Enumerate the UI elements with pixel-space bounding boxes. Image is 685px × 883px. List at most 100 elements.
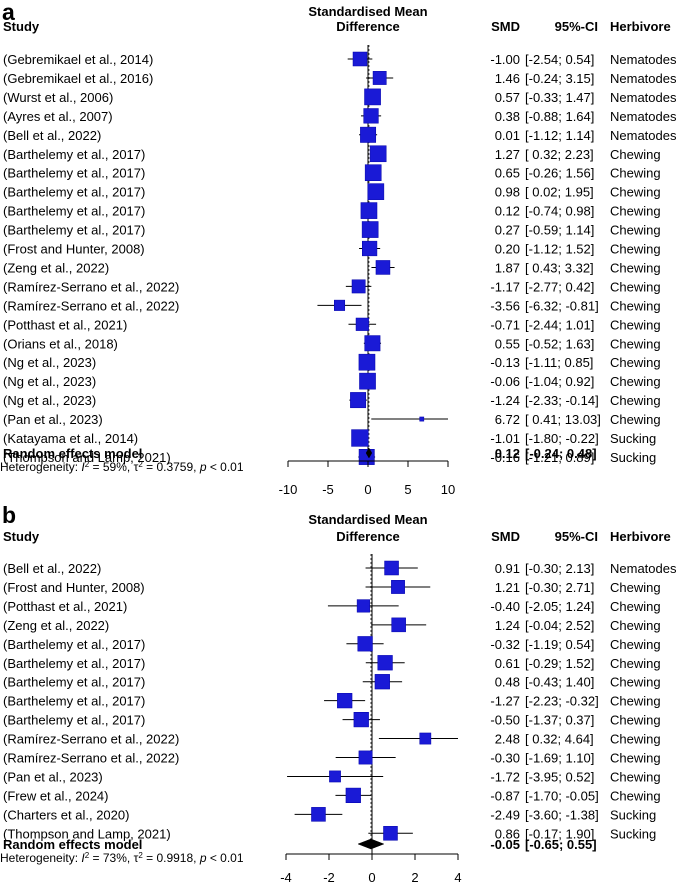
effect-square bbox=[355, 317, 369, 331]
x-tick-label: 2 bbox=[411, 870, 418, 883]
study-row: (Katayama et al., 2014) -1.01 [-1.80; -0.2… bbox=[3, 429, 656, 447]
study-label: (Bell et al., 2022) bbox=[3, 561, 101, 576]
x-tick-label: -2 bbox=[323, 870, 335, 883]
study-row: (Barthelemy et al., 2017) 0.61 [-0.29; 1.5… bbox=[3, 655, 661, 671]
herbivore-value: Chewing bbox=[610, 637, 661, 652]
heterogeneity-part: = 0.9918, bbox=[143, 851, 200, 865]
heterogeneity-part: 2 bbox=[138, 460, 143, 469]
x-tick-label: 5 bbox=[404, 482, 411, 497]
smd-value: 0.86 bbox=[495, 826, 520, 841]
ci-value: [-0.30; 2.13] bbox=[525, 561, 594, 576]
ci-value: [-0.33; 1.47] bbox=[525, 90, 594, 105]
herbivore-value: Sucking bbox=[610, 826, 656, 841]
study-label: (Orians et al., 2018) bbox=[3, 336, 118, 351]
study-label: (Barthelemy et al., 2017) bbox=[3, 656, 145, 671]
study-label: (Ramírez-Serrano et al., 2022) bbox=[3, 732, 179, 747]
heterogeneity-part: Heterogeneity: bbox=[0, 851, 81, 865]
header-ci: 95%-CI bbox=[555, 529, 598, 544]
study-label: (Barthelemy et al., 2017) bbox=[3, 713, 145, 728]
smd-value: 2.48 bbox=[495, 732, 520, 747]
herbivore-value: Chewing bbox=[610, 204, 661, 219]
study-row: (Frew et al., 2024) -0.87 [-1.70; -0.05] Ch… bbox=[3, 787, 661, 803]
effect-square bbox=[334, 299, 346, 311]
effect-square bbox=[357, 636, 373, 652]
ci-value: [-0.43; 1.40] bbox=[525, 675, 594, 690]
study-label: (Ng et al., 2023) bbox=[3, 355, 96, 370]
study-label: (Charters et al., 2020) bbox=[3, 807, 129, 822]
study-row: (Ng et al., 2023) -1.24 [-2.33; -0.14] Chew… bbox=[3, 392, 661, 408]
heterogeneity-part: 2 bbox=[85, 851, 90, 860]
effect-square bbox=[364, 335, 381, 352]
ci-value: [ 0.41; 13.03] bbox=[525, 412, 601, 427]
study-label: (Barthelemy et al., 2017) bbox=[3, 166, 145, 181]
heterogeneity-part: = 0.3759, bbox=[143, 460, 200, 474]
smd-value: -2.49 bbox=[490, 807, 520, 822]
effect-square bbox=[356, 599, 370, 613]
ci-value: [-1.37; 0.37] bbox=[525, 713, 594, 728]
herbivore-value: Chewing bbox=[610, 374, 661, 389]
effect-square bbox=[360, 202, 378, 219]
study-row: (Pan et al., 2023) 6.72 [ 0.41; 13.03] Chew… bbox=[3, 412, 661, 427]
smd-value: 0.38 bbox=[495, 109, 520, 124]
ci-value: [-1.12; 1.52] bbox=[525, 242, 594, 257]
effect-square bbox=[361, 221, 379, 238]
herbivore-value: Chewing bbox=[610, 732, 661, 747]
smd-value: -1.72 bbox=[490, 769, 520, 784]
smd-value: 1.87 bbox=[495, 260, 520, 275]
header-smd: SMD bbox=[491, 529, 520, 544]
ci-value: [-1.80; -0.22] bbox=[525, 431, 599, 446]
effect-square bbox=[364, 164, 382, 181]
summary-label: Random effects model bbox=[3, 837, 142, 852]
study-label: (Frost and Hunter, 2008) bbox=[3, 580, 145, 595]
effect-square bbox=[358, 353, 376, 371]
study-row: (Ng et al., 2023) -0.06 [-1.04; 0.92] Chewi… bbox=[3, 372, 661, 390]
heterogeneity-part: p bbox=[199, 460, 207, 474]
heterogeneity-part: τ bbox=[134, 460, 139, 474]
study-row: (Barthelemy et al., 2017) 0.48 [-0.43; 1.4… bbox=[3, 674, 661, 690]
study-row: (Ayres et al., 2007) 0.38 [-0.88; 1.64] Nem… bbox=[3, 108, 677, 124]
smd-value: 0.12 bbox=[495, 204, 520, 219]
ci-value: [-1.11; 0.85] bbox=[525, 355, 593, 370]
smd-value: -0.32 bbox=[490, 637, 520, 652]
study-row: (Potthast et al., 2021) -0.71 [-2.44; 1.01… bbox=[3, 317, 661, 332]
smd-value: -0.40 bbox=[490, 599, 520, 614]
herbivore-value: Chewing bbox=[610, 336, 661, 351]
study-row: (Zeng et al., 2022) 1.87 [ 0.43; 3.32] Chew… bbox=[3, 260, 661, 275]
ci-value: [-0.24; 3.15] bbox=[525, 71, 594, 86]
ci-value: [-2.23; -0.32] bbox=[525, 694, 599, 709]
x-tick-label: 4 bbox=[454, 870, 461, 883]
ci-value: [-1.12; 1.14] bbox=[525, 128, 594, 143]
effect-square bbox=[384, 560, 399, 576]
study-label: (Barthelemy et al., 2017) bbox=[3, 637, 145, 652]
herbivore-value: Chewing bbox=[610, 317, 661, 332]
study-row: (Ramírez-Serrano et al., 2022) -1.17 [-2.7… bbox=[3, 279, 661, 294]
study-row: (Pan et al., 2023) -1.72 [-3.95; 0.52] Chew… bbox=[3, 769, 661, 784]
ci-value: [-2.54; 0.54] bbox=[525, 52, 594, 67]
study-label: (Frost and Hunter, 2008) bbox=[3, 242, 145, 257]
heterogeneity-part: = 59%, bbox=[89, 460, 133, 474]
smd-value: -1.17 bbox=[490, 279, 520, 294]
study-row: (Barthelemy et al., 2017) 1.27 [ 0.32; 2.2… bbox=[3, 145, 661, 163]
ci-value: [-1.70; -0.05] bbox=[525, 788, 599, 803]
herbivore-value: Chewing bbox=[610, 260, 661, 275]
herbivore-value: Nematodes bbox=[610, 52, 677, 67]
ci-value: [-6.32; -0.81] bbox=[525, 298, 599, 313]
ci-value: [-0.17; 1.90] bbox=[525, 826, 594, 841]
study-label: (Wurst et al., 2006) bbox=[3, 90, 113, 105]
study-row: (Barthelemy et al., 2017) -0.50 [-1.37; 0.… bbox=[3, 712, 661, 728]
study-row: (Ramírez-Serrano et al., 2022) -0.30 [-1.6… bbox=[3, 751, 661, 766]
study-row: (Potthast et al., 2021) -0.40 [-2.05; 1.24… bbox=[3, 599, 661, 614]
header-smd: SMD bbox=[491, 19, 520, 34]
effect-square bbox=[362, 240, 378, 257]
smd-value: 0.55 bbox=[495, 336, 520, 351]
summary-ci: [-0.65; 0.55] bbox=[525, 837, 597, 852]
heterogeneity-part: 2 bbox=[138, 851, 143, 860]
summary-smd: 0.12 bbox=[495, 446, 520, 461]
study-label: (Ramírez-Serrano et al., 2022) bbox=[3, 298, 179, 313]
effect-square bbox=[363, 108, 379, 124]
smd-value: 1.46 bbox=[495, 71, 520, 86]
study-row: (Gebremikael et al., 2016) 1.46 [-0.24; 3.… bbox=[3, 71, 677, 86]
study-label: (Zeng et al., 2022) bbox=[3, 260, 109, 275]
